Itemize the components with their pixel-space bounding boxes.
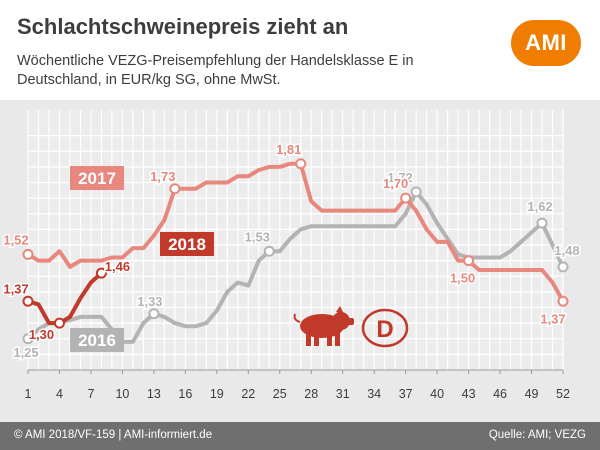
data-marker-2016 xyxy=(536,217,548,229)
footer-source: Quelle: AMI; VEZG xyxy=(488,429,586,441)
series-legend: 2017 2018 2016 xyxy=(70,166,214,352)
x-tick-label: 40 xyxy=(430,387,444,401)
country-badge: D xyxy=(361,308,409,348)
legend-label-2017: 2017 xyxy=(78,169,116,188)
country-badge-letter: D xyxy=(376,316,393,343)
data-marker-2017 xyxy=(169,183,181,195)
data-label-2016: 1,62 xyxy=(527,199,552,214)
legend-item-2016: 2016 xyxy=(70,328,124,352)
data-label-2016: 1,33 xyxy=(137,294,162,309)
x-tick-label: 46 xyxy=(493,387,507,401)
chart-title: Schlachtschweinepreis zieht an xyxy=(17,14,349,39)
x-tick-label: 52 xyxy=(556,387,570,401)
data-marker-2018 xyxy=(22,295,34,307)
x-tick-label: 28 xyxy=(304,387,318,401)
chart-subtitle: Wöchentliche VEZG-Preisempfehlung der Ha… xyxy=(17,53,414,88)
data-marker-2017 xyxy=(463,255,475,267)
data-label-2018: 1,46 xyxy=(105,259,130,274)
x-tick-label: 7 xyxy=(87,387,94,401)
x-tick-label: 1 xyxy=(25,387,32,401)
x-tick-label: 22 xyxy=(241,387,255,401)
data-marker-2017 xyxy=(295,158,307,170)
x-tick-label: 16 xyxy=(178,387,192,401)
legend-label-2016: 2016 xyxy=(78,331,116,350)
data-marker-2016 xyxy=(557,261,569,273)
x-tick-label: 10 xyxy=(115,387,129,401)
data-marker-2017 xyxy=(22,248,34,260)
legend-box-2016 xyxy=(70,328,124,352)
data-marker-2017 xyxy=(557,295,569,307)
data-label-2016: 1,48 xyxy=(554,243,579,258)
data-label-2016: 1,25 xyxy=(13,345,38,360)
data-label-2017: 1,73 xyxy=(150,169,175,184)
grid xyxy=(27,110,564,371)
legend-item-2018: 2018 xyxy=(160,232,214,256)
footer-copyright: © AMI 2018/VF-159 | AMI-informiert.de xyxy=(14,429,213,441)
legend-box-2018 xyxy=(160,232,214,256)
data-marker-2017 xyxy=(400,192,412,204)
plot-area xyxy=(28,110,563,370)
legend-label-2018: 2018 xyxy=(168,235,206,254)
x-tick-label: 13 xyxy=(147,387,161,401)
x-tick-label: 19 xyxy=(210,387,224,401)
data-label-2016: 1,53 xyxy=(245,229,270,244)
data-labels: 1,25 1,33 1,53 1,72 1,62 1,48 1,52 1,73 1,81 1,70… xyxy=(2,140,581,361)
x-axis: 1 4 7 10 13 16 19 22 25 28 31 34 37 40 43 46 49 52 xyxy=(25,370,570,401)
x-tick-label: 4 xyxy=(56,387,63,401)
legend-box-2017 xyxy=(70,166,124,190)
data-marker-2018 xyxy=(95,267,107,279)
data-marker-2018 xyxy=(53,317,65,329)
data-marker-2016 xyxy=(148,308,160,320)
header: Schlachtschweinepreis zieht an Wöchentli… xyxy=(0,0,600,100)
x-tick-label: 25 xyxy=(273,387,287,401)
pig-icon xyxy=(293,306,354,346)
data-label-2017: 1,52 xyxy=(3,232,28,247)
data-marker-2016 xyxy=(263,245,275,257)
x-tick-label: 34 xyxy=(367,387,381,401)
data-label-2017: 1,37 xyxy=(540,311,565,326)
footer: © AMI 2018/VF-159 | AMI-informiert.de Qu… xyxy=(0,422,600,450)
data-label-2017: 1,70 xyxy=(383,176,408,191)
decorations: D xyxy=(293,306,409,348)
data-label-2016: 1,72 xyxy=(387,170,412,185)
data-label-2017: 1,50 xyxy=(450,271,475,286)
data-marker-2016 xyxy=(22,333,34,345)
series-line-2018 xyxy=(26,271,104,326)
price-chart: D 1,251,331,531,721,621,481,521,731,811,… xyxy=(2,110,581,401)
data-label-2018: 1,30 xyxy=(29,327,54,342)
x-tick-label: 49 xyxy=(525,387,539,401)
x-tick-label: 37 xyxy=(399,387,413,401)
data-label-2018: 1,37 xyxy=(3,281,28,296)
data-marker-2016 xyxy=(410,186,422,198)
x-tick-label: 31 xyxy=(336,387,350,401)
data-markers xyxy=(22,158,569,345)
x-tick-label: 43 xyxy=(462,387,476,401)
ami-logo: AMI xyxy=(511,20,581,66)
data-label-2017: 1,81 xyxy=(276,142,301,157)
legend-item-2017: 2017 xyxy=(70,166,124,190)
